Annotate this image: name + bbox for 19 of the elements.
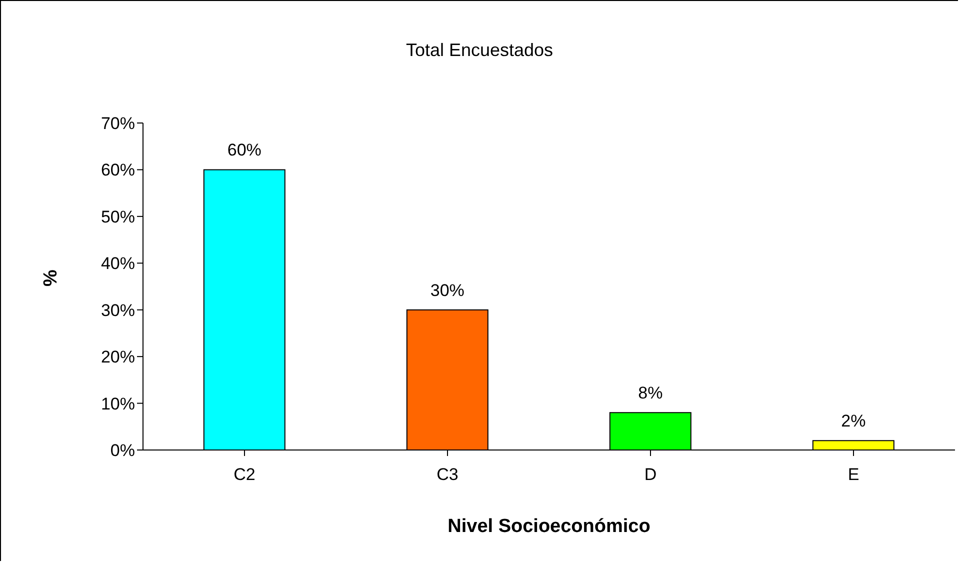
data-label: 8% [638,384,663,403]
y-tick-label: 40% [100,254,135,274]
y-tick-label: 20% [100,348,135,367]
y-tick-label: 10% [100,394,135,414]
y-axis-title: % [40,270,62,286]
y-tick-label: 0% [110,441,135,460]
x-tick-label: E [848,465,860,484]
x-tick-label: D [644,465,657,484]
chart-title: Total Encuestados [404,40,554,61]
x-tick-label: C3 [436,465,458,484]
data-label: 30% [430,280,464,300]
x-tick-label: C2 [234,465,256,484]
y-tick-label: 70% [100,114,135,134]
x-axis-title: Nivel Socioeconómico [448,516,650,537]
data-label: 60% [227,140,262,160]
data-label: 2% [841,412,866,431]
y-tick-label: 30% [100,300,135,320]
y-tick-label: 50% [100,207,135,226]
y-tick-label: 60% [100,160,135,180]
